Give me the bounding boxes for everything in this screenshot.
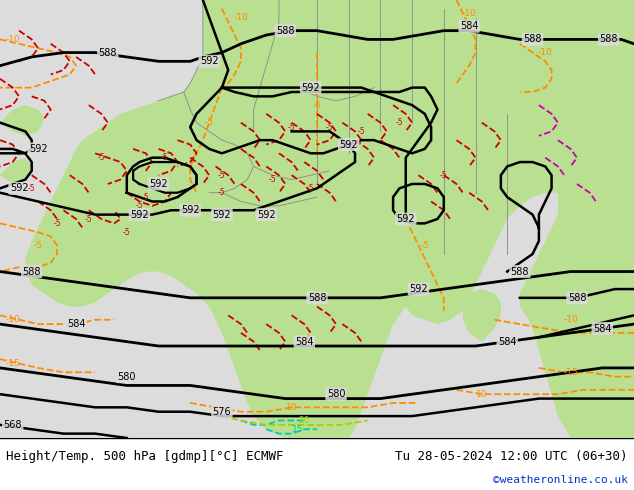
Text: 592: 592 <box>339 140 358 149</box>
Text: -5: -5 <box>269 175 276 184</box>
Polygon shape <box>0 105 44 136</box>
Text: 588: 588 <box>98 48 117 57</box>
Text: -10: -10 <box>5 315 20 324</box>
Text: -5: -5 <box>218 188 226 197</box>
Text: -5: -5 <box>218 171 226 180</box>
Text: 584: 584 <box>593 323 612 334</box>
Text: 15: 15 <box>292 425 304 434</box>
Text: -5: -5 <box>326 122 333 131</box>
Text: -5: -5 <box>313 100 321 110</box>
Text: -10: -10 <box>233 13 249 22</box>
Polygon shape <box>437 184 469 210</box>
Text: 10: 10 <box>286 403 297 412</box>
Text: -5: -5 <box>136 201 143 210</box>
Text: -10: -10 <box>538 48 553 57</box>
Text: -5: -5 <box>28 184 36 193</box>
Text: 20: 20 <box>299 416 310 425</box>
Polygon shape <box>444 237 476 263</box>
Text: 580: 580 <box>327 389 346 399</box>
Text: -5: -5 <box>358 127 365 136</box>
Text: Tu 28-05-2024 12:00 UTC (06+30): Tu 28-05-2024 12:00 UTC (06+30) <box>395 450 628 463</box>
Text: 588: 588 <box>22 267 41 276</box>
Text: -10: -10 <box>462 9 477 18</box>
Text: -5: -5 <box>142 193 150 201</box>
Text: 592: 592 <box>257 210 276 220</box>
Polygon shape <box>393 0 634 324</box>
Polygon shape <box>25 0 533 438</box>
Text: 588: 588 <box>523 34 542 45</box>
Text: 10: 10 <box>476 390 488 399</box>
Text: 592: 592 <box>200 56 219 66</box>
Text: 592: 592 <box>409 284 428 294</box>
Text: -5: -5 <box>123 228 131 237</box>
Text: ©weatheronline.co.uk: ©weatheronline.co.uk <box>493 475 628 485</box>
Text: 584: 584 <box>67 319 86 329</box>
Text: -5: -5 <box>161 153 169 162</box>
Text: 592: 592 <box>181 205 200 215</box>
Text: 592: 592 <box>396 214 415 224</box>
Text: Height/Temp. 500 hPa [gdmp][°C] ECMWF: Height/Temp. 500 hPa [gdmp][°C] ECMWF <box>6 450 284 463</box>
Text: -5: -5 <box>205 118 214 127</box>
Polygon shape <box>520 193 634 438</box>
Text: 588: 588 <box>510 267 529 276</box>
Text: 588: 588 <box>276 25 295 36</box>
Text: -5: -5 <box>85 215 93 223</box>
Text: 592: 592 <box>149 179 168 189</box>
Text: -5: -5 <box>98 153 105 162</box>
Text: -5: -5 <box>440 171 448 180</box>
Text: 584: 584 <box>295 337 314 346</box>
Text: -5: -5 <box>288 122 295 131</box>
Text: -10: -10 <box>563 315 578 324</box>
Text: 592: 592 <box>301 83 320 93</box>
Text: 568: 568 <box>3 420 22 430</box>
Text: 588: 588 <box>567 293 586 303</box>
Text: -5: -5 <box>34 241 42 250</box>
Text: -5: -5 <box>53 219 61 228</box>
Text: 592: 592 <box>29 144 48 154</box>
Text: -5: -5 <box>396 118 403 127</box>
Text: -5: -5 <box>420 241 429 250</box>
Text: -10: -10 <box>5 35 20 44</box>
Text: 592: 592 <box>130 210 149 220</box>
Text: 592: 592 <box>212 210 231 220</box>
Text: 584: 584 <box>498 337 517 346</box>
Text: -15: -15 <box>563 368 578 377</box>
Text: 588: 588 <box>307 293 327 303</box>
Text: 584: 584 <box>460 21 479 31</box>
Text: -15: -15 <box>5 359 20 368</box>
Text: 580: 580 <box>117 372 136 382</box>
Text: 576: 576 <box>212 407 231 416</box>
Polygon shape <box>178 219 209 237</box>
Polygon shape <box>463 289 501 342</box>
Text: -5: -5 <box>307 184 314 193</box>
Polygon shape <box>0 158 32 184</box>
Text: 592: 592 <box>10 183 29 194</box>
Text: 588: 588 <box>599 34 618 45</box>
